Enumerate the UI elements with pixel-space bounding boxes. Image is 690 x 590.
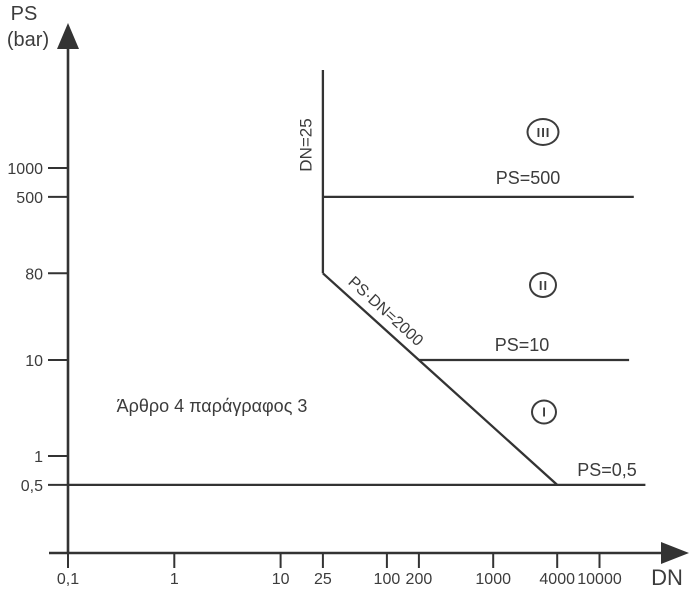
article-4-paragraph-3-annotation: Άρθρο 4 παράγραφος 3: [116, 396, 308, 416]
y-tick-label: 80: [25, 266, 43, 283]
zone-iii-badge: III: [526, 118, 560, 146]
x-tick-label: 10: [272, 571, 290, 588]
psdn2000-boundary-line: [322, 272, 558, 486]
y-tick-label: 500: [16, 190, 43, 207]
zone-i-numeral: I: [542, 404, 547, 420]
x-tick-label: 4000: [539, 571, 575, 588]
y-tick-label: 0,5: [21, 478, 43, 495]
zone-iii-numeral: III: [536, 124, 551, 140]
ps05-line-label: PS=0,5: [577, 460, 637, 480]
x-tick-label: 25: [314, 571, 332, 588]
zone-ii-badge: II: [529, 272, 557, 298]
y-tick-label: 10: [25, 353, 43, 370]
y-axis-unit-label: (bar): [6, 29, 50, 51]
x-tick-label: 1000: [475, 571, 511, 588]
x-tick-label: 100: [374, 571, 401, 588]
zone-ii-numeral: II: [538, 277, 549, 293]
x-tick-label: 200: [406, 571, 433, 588]
y-tick-label: 1000: [7, 161, 43, 178]
zone-i-badge: I: [531, 399, 557, 425]
x-axis-title: DN: [651, 565, 683, 590]
ps10-line-label: PS=10: [494, 335, 550, 355]
dn25-line-label: DN=25: [296, 118, 316, 172]
x-tick-label: 1: [170, 571, 179, 588]
ps500-line-label: PS=500: [495, 168, 561, 188]
y-tick-label: 1: [34, 449, 43, 466]
y-axis-title: PS: [10, 3, 38, 25]
x-tick-label: 10000: [577, 571, 622, 588]
x-axis-arrow-icon: [661, 542, 689, 564]
x-tick-label: 0,1: [57, 571, 79, 588]
y-axis-arrow-icon: [57, 23, 79, 49]
